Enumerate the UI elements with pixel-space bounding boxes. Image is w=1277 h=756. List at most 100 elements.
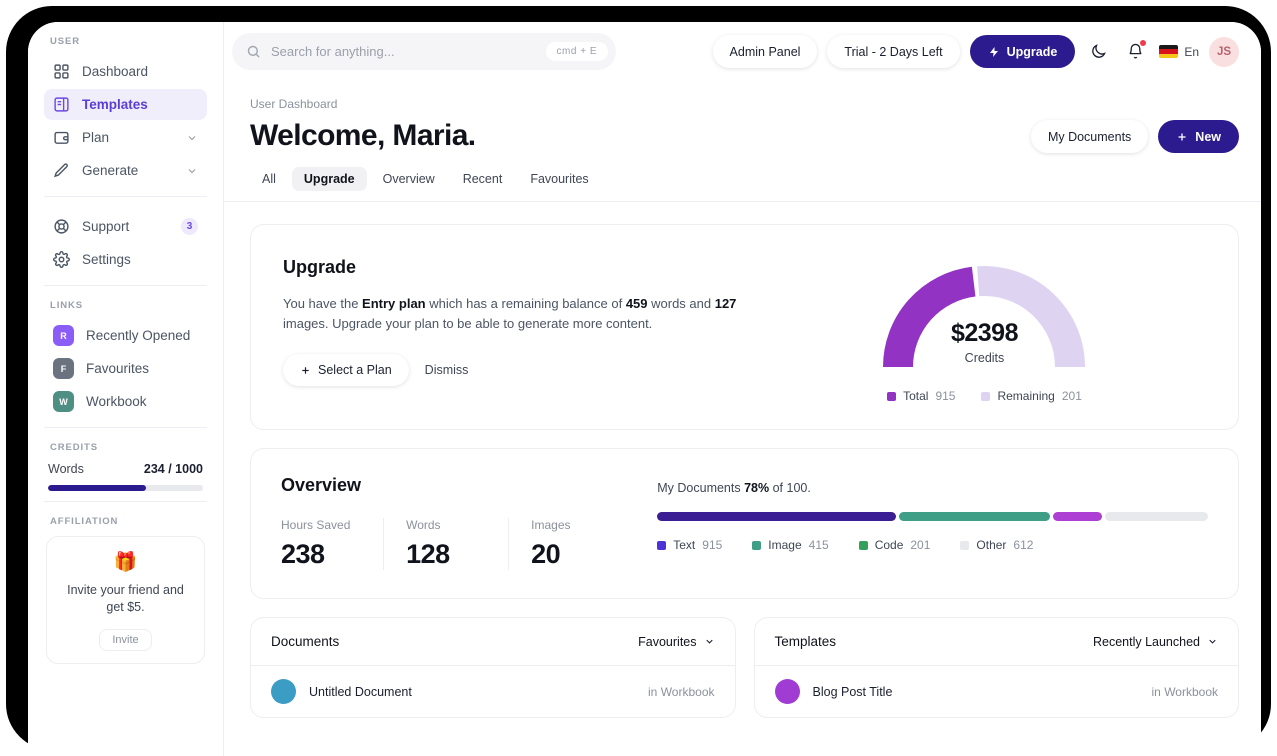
sidebar-item-workbook[interactable]: W Workbook bbox=[44, 386, 207, 417]
affiliation-text: Invite your friend and get $5. bbox=[67, 583, 184, 614]
sidebar-item-dashboard[interactable]: Dashboard bbox=[44, 56, 207, 87]
documents-card: Documents Favourites Untitled Document bbox=[250, 617, 736, 718]
page-title: Welcome, Maria. bbox=[250, 119, 476, 152]
sidebar-item-label-generate: Generate bbox=[82, 163, 139, 178]
gift-icon: 🎁 bbox=[113, 552, 138, 573]
sidebar-section-label-user: USER bbox=[50, 36, 80, 47]
document-location: in Workbook bbox=[648, 684, 715, 699]
legend-value: 612 bbox=[1013, 538, 1034, 552]
gauge-remaining-arc bbox=[977, 266, 1086, 368]
template-name: Blog Post Title bbox=[812, 684, 893, 699]
gauge-legend: Total 915 Remaining 201 bbox=[887, 389, 1082, 403]
sidebar-item-templates[interactable]: Templates bbox=[44, 89, 207, 120]
legend-item-image: Image 415 bbox=[752, 538, 829, 552]
gauge-total-arc bbox=[883, 266, 977, 368]
chevron-down-icon bbox=[188, 168, 196, 173]
legend-value: 915 bbox=[935, 389, 956, 403]
link-chip-initial: R bbox=[60, 330, 67, 341]
stat-value: 128 bbox=[406, 539, 450, 569]
table-row[interactable]: Blog Post Title in Workbook bbox=[755, 666, 1239, 717]
sidebar-divider bbox=[44, 196, 207, 197]
overview-card: Overview Hours Saved 238 Words 128 Images 20 … bbox=[250, 448, 1239, 599]
sidebar-item-generate[interactable]: Generate bbox=[44, 155, 207, 186]
trial-status-button[interactable]: Trial - 2 Days Left bbox=[827, 35, 960, 68]
lifebuoy-icon bbox=[53, 218, 70, 235]
chevron-down-icon bbox=[188, 135, 196, 140]
search-box[interactable]: cmd + E bbox=[232, 33, 616, 70]
legend-value: 201 bbox=[910, 538, 931, 552]
plus-icon bbox=[1178, 133, 1186, 140]
legend-color-swatch bbox=[981, 391, 991, 401]
search-input[interactable] bbox=[271, 44, 536, 59]
link-chip-r: R bbox=[53, 325, 74, 346]
support-badge: 3 bbox=[181, 218, 198, 235]
legend-color-swatch bbox=[858, 540, 868, 550]
gear-icon bbox=[53, 251, 70, 268]
avatar-initials: JS bbox=[1216, 45, 1232, 58]
table-row[interactable]: Untitled Document in Workbook bbox=[251, 666, 735, 717]
new-button-label: New bbox=[1195, 129, 1221, 144]
upgrade-button[interactable]: Upgrade bbox=[969, 35, 1076, 68]
stat-words: Words 128 bbox=[383, 518, 508, 570]
sidebar-section-label-credits: CREDITS bbox=[50, 442, 98, 453]
dismiss-button[interactable]: Dismiss bbox=[424, 363, 469, 378]
images-remaining: 127 bbox=[714, 296, 737, 311]
sidebar-section-user: USER Dashboard bbox=[44, 22, 207, 186]
tab-overview[interactable]: Overview bbox=[382, 172, 435, 186]
templates-card-title: Templates bbox=[774, 634, 837, 649]
language-selector[interactable]: En bbox=[1159, 45, 1199, 59]
documents-card-header: Documents Favourites bbox=[251, 618, 735, 666]
dark-mode-toggle[interactable] bbox=[1085, 38, 1112, 65]
gauge-arc: $2398 Credits bbox=[869, 253, 1099, 375]
device-bezel: USER Dashboard bbox=[6, 6, 1271, 756]
sidebar-item-support[interactable]: Support 3 bbox=[44, 211, 207, 242]
legend-item-total: Total 915 bbox=[887, 389, 955, 403]
select-a-plan-label: Select a Plan bbox=[318, 363, 392, 378]
upgrade-text-part-2: which has a remaining balance of bbox=[425, 296, 626, 311]
sidebar-item-label-support: Support bbox=[82, 219, 130, 234]
sidebar-item-label-recently-opened: Recently Opened bbox=[86, 328, 191, 343]
upgrade-card: Upgrade You have the Entry plan which ha… bbox=[250, 224, 1239, 430]
sidebar-item-favourites[interactable]: F Favourites bbox=[44, 353, 207, 384]
link-chip-initial: F bbox=[60, 363, 67, 374]
new-button[interactable]: New bbox=[1158, 120, 1239, 153]
sidebar-divider bbox=[44, 427, 207, 428]
templates-filter-dropdown[interactable]: Recently Launched bbox=[1093, 635, 1218, 649]
stacked-bar-legend: Text 915 Image 415 Code 201 Other 612 bbox=[657, 538, 1208, 552]
documents-filter-dropdown[interactable]: Favourites bbox=[638, 635, 714, 649]
tab-recent[interactable]: Recent bbox=[462, 172, 503, 186]
admin-panel-button[interactable]: Admin Panel bbox=[712, 35, 818, 68]
legend-item-text: Text 915 bbox=[657, 538, 722, 552]
sidebar-item-recently-opened[interactable]: R Recently Opened bbox=[44, 320, 207, 351]
bar-segment-image bbox=[898, 512, 1051, 521]
templates-filter-label: Recently Launched bbox=[1092, 634, 1200, 649]
link-chip-f: F bbox=[53, 358, 74, 379]
sidebar-section-affiliation: AFFILIATION 🎁 Invite your friend and get… bbox=[44, 502, 207, 664]
tab-upgrade[interactable]: Upgrade bbox=[291, 167, 367, 191]
credits-progress-fill bbox=[48, 485, 146, 491]
upgrade-card-left: Upgrade You have the Entry plan which ha… bbox=[283, 253, 763, 403]
tab-all[interactable]: All bbox=[262, 172, 276, 186]
invite-button[interactable]: Invite bbox=[99, 628, 152, 651]
sidebar-divider bbox=[44, 501, 207, 502]
sidebar-item-label-settings: Settings bbox=[82, 252, 131, 267]
tab-favourites[interactable]: Favourites bbox=[530, 172, 589, 186]
wallet-icon bbox=[53, 129, 70, 146]
select-a-plan-button[interactable]: Select a Plan bbox=[283, 354, 409, 387]
sidebar-item-settings[interactable]: Settings bbox=[44, 244, 207, 275]
my-documents-button[interactable]: My Documents bbox=[1030, 120, 1149, 153]
sidebar-item-plan[interactable]: Plan bbox=[44, 122, 207, 153]
notifications-button[interactable] bbox=[1122, 38, 1149, 65]
plan-name: Entry plan bbox=[362, 296, 426, 311]
sidebar-divider bbox=[44, 285, 207, 286]
credits-value: 234 / 1000 bbox=[143, 462, 203, 476]
stat-images: Images 20 bbox=[508, 518, 633, 570]
affiliation-card: 🎁 Invite your friend and get $5. Invite bbox=[46, 536, 205, 664]
credits-gauge-chart: $2398 Credits Total 915 Remaining 201 bbox=[763, 253, 1206, 403]
documents-usage-caption: My Documents 78% of 100. bbox=[657, 481, 1208, 495]
page-header-actions: My Documents New bbox=[1030, 97, 1239, 153]
stacked-bar bbox=[657, 512, 1208, 521]
avatar bbox=[271, 679, 296, 704]
avatar[interactable]: JS bbox=[1209, 36, 1239, 67]
sidebar-section-label-affiliation: AFFILIATION bbox=[50, 516, 119, 527]
